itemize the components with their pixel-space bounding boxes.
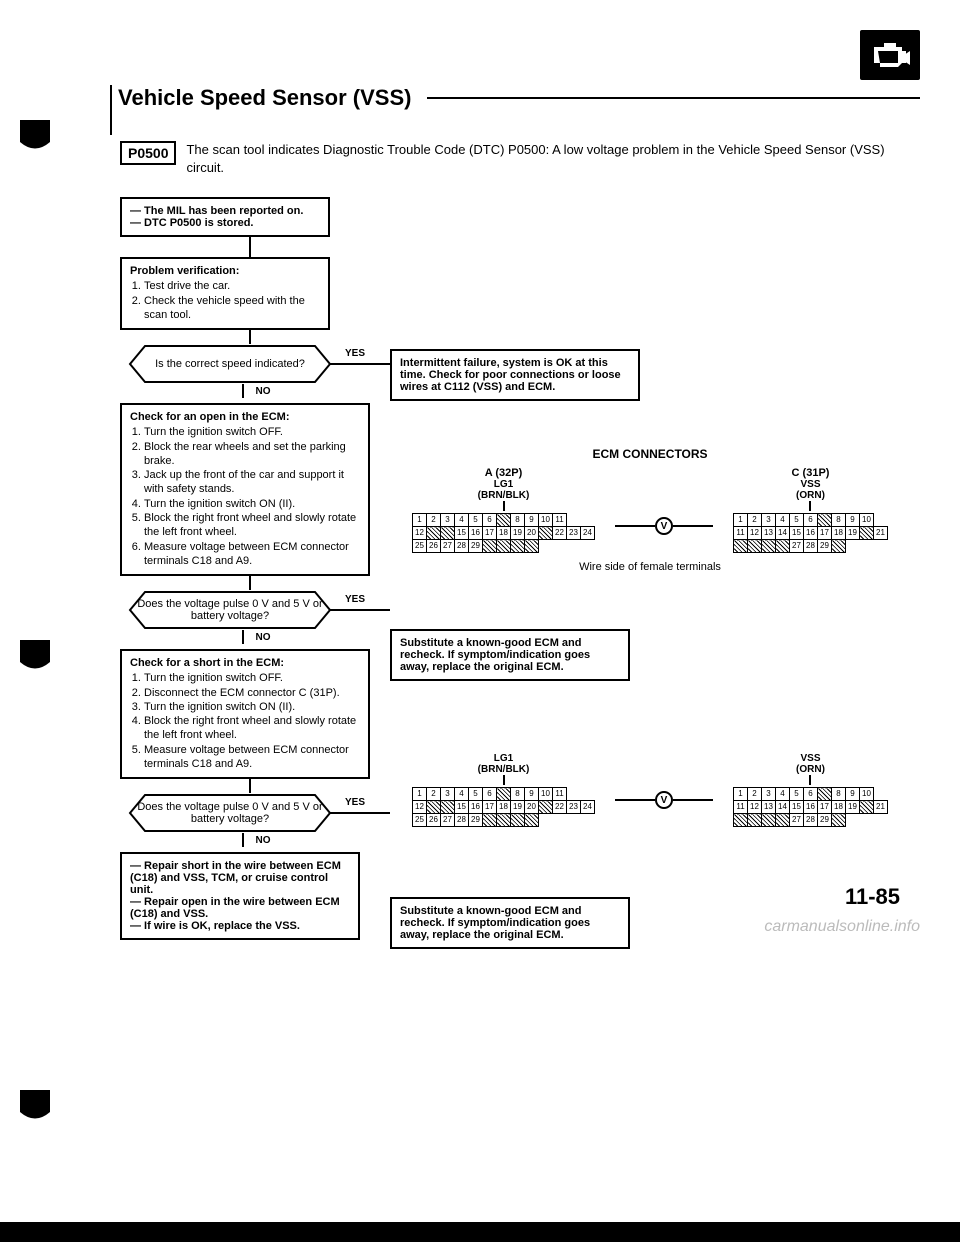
ecm-connectors-title: ECM CONNECTORS [390,447,910,461]
engine-icon [860,30,920,80]
list-item: Turn the ignition switch OFF. [144,671,360,685]
list-item: Jack up the front of the car and support… [144,468,360,497]
flow-box-short-title: Check for a short in the ECM: [130,657,284,669]
flow-box-short: Check for a short in the ECM: Turn the i… [120,649,370,779]
tab-marker-3 [20,1090,50,1120]
tab-marker-2 [20,640,50,670]
decision-speed: Is the correct speed indicated? [120,344,340,384]
lg1-label-2: LG1 [494,753,513,764]
decision-voltage-1: Does the voltage pulse 0 V and 5 V or ba… [120,590,340,630]
yes-label-1: YES [345,348,365,359]
dtc-code-box: P0500 [120,141,176,165]
decision-voltage-1-text: Does the voltage pulse 0 V and 5 V or ba… [120,598,340,622]
lg1-wire-2: (BRN/BLK) [478,764,530,775]
flow-box-verify: Problem verification: Test drive the car… [120,257,330,330]
voltmeter-symbol-1: V [655,517,673,535]
list-item: Test drive the car. [144,279,320,293]
vss-label-2: VSS [800,753,820,764]
no-label-2: NO [256,632,271,643]
yes-label-3: YES [345,797,365,808]
dtc-intro-text: The scan tool indicates Diagnostic Troub… [186,141,920,177]
decision-speed-text: Is the correct speed indicated? [143,358,317,370]
lg1-label-1: LG1 [494,479,513,490]
vss-label-1: VSS [800,479,820,490]
wire-side-note: Wire side of female terminals [390,561,910,573]
title-corner-line [110,85,112,135]
list-item: Measure voltage between ECM connector te… [144,743,360,772]
list-item: Disconnect the ECM connector C (31P). [144,686,360,700]
list-item: Turn the ignition switch ON (II). [144,497,360,511]
vss-wire-2: (ORN) [796,764,825,775]
decision-voltage-2-text: Does the voltage pulse 0 V and 5 V or ba… [120,801,340,825]
title-line [427,97,920,99]
watermark: carmanualsonline.info [764,918,920,936]
no-label-1: NO [256,386,271,397]
flow-box-open-title: Check for an open in the ECM: [130,411,290,423]
list-item: Check the vehicle speed with the scan to… [144,294,320,323]
result-sub-ecm-2: Substitute a known-good ECM and recheck.… [390,897,630,949]
list-item: Turn the ignition switch ON (II). [144,700,360,714]
yes-label-2: YES [345,594,365,605]
result-sub-ecm-1: Substitute a known-good ECM and recheck.… [390,629,630,681]
flow-box-repair: — Repair short in the wire between ECM (… [120,852,360,940]
list-item: Block the right front wheel and slowly r… [144,511,360,540]
result-intermittent: Intermittent failure, system is OK at th… [390,349,640,401]
conn-a-pins-2: 1234568910111215161718192022232425262728… [412,787,595,827]
conn-a-pins-1: 1234568910111215161718192022232425262728… [412,513,595,553]
list-item: Block the right front wheel and slowly r… [144,714,360,743]
flow-box-verify-title: Problem verification: [130,265,239,277]
no-label-3: NO [256,835,271,846]
list-item: Turn the ignition switch OFF. [144,425,360,439]
lg1-wire-1: (BRN/BLK) [478,490,530,501]
conn-c-pins-1: 123456891011121314151617181921272829 [733,513,888,553]
flow-box-open: Check for an open in the ECM: Turn the i… [120,403,370,576]
conn-c-pins-2: 123456891011121314151617181921272829 [733,787,888,827]
flow-box-start: — The MIL has been reported on. — DTC P0… [120,197,330,237]
bottom-bar [0,1222,960,1242]
tab-marker-1 [20,120,50,150]
conn-c-label: C (31P) [733,467,888,479]
vss-wire-1: (ORN) [796,490,825,501]
list-item: Block the rear wheels and set the parkin… [144,440,360,469]
page-title: Vehicle Speed Sensor (VSS) [110,85,419,111]
voltmeter-symbol-2: V [655,791,673,809]
conn-a-label: A (32P) [412,467,595,479]
decision-voltage-2: Does the voltage pulse 0 V and 5 V or ba… [120,793,340,833]
list-item: Measure voltage between ECM connector te… [144,540,360,569]
page-number: 11-85 [845,884,900,910]
